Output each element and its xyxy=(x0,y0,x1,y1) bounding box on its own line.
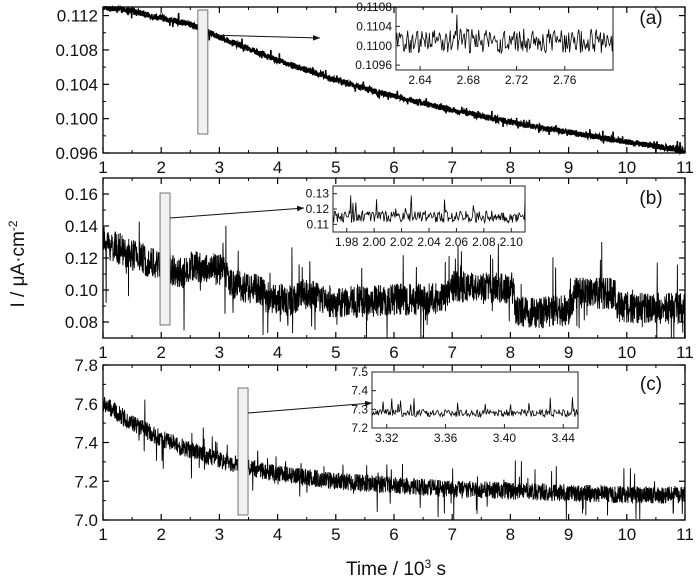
y-tick-label: 0.12 xyxy=(65,249,98,268)
inset-x-tick-label: 3.40 xyxy=(493,431,517,445)
inset-x-tick-label: 2.64 xyxy=(408,73,432,87)
panel-2: 1.98 2.00 2.02 2.04 2.06 2.08 2.100.110.120.13… xyxy=(65,177,694,362)
x-tick-label: 10 xyxy=(617,158,636,177)
x-tick-label: 11 xyxy=(676,343,694,362)
inset-x-tick-label: 2.04 xyxy=(417,235,441,249)
x-tick-label: 3 xyxy=(215,343,224,362)
x-tick-label: 10 xyxy=(617,343,636,362)
inset-x-tick-label: 3.36 xyxy=(434,431,458,445)
x-tick-label: 2 xyxy=(156,525,165,544)
panel-label: (b) xyxy=(639,188,662,209)
inset-frame xyxy=(371,371,579,429)
y-tick-label: 7.8 xyxy=(74,356,98,375)
x-tick-label: 1 xyxy=(98,158,107,177)
signal-trace xyxy=(102,396,686,520)
x-tick-label: 1 xyxy=(98,343,107,362)
inset-trace xyxy=(395,14,614,55)
x-tick-label: 11 xyxy=(676,158,694,177)
x-tick-label: 6 xyxy=(389,158,398,177)
inset-arrow xyxy=(169,205,305,219)
inset-arrow xyxy=(247,400,373,414)
y-tick-label: 7.4 xyxy=(74,434,98,453)
inset-y-tick-label: 7.3 xyxy=(351,402,368,416)
x-tick-label: 7 xyxy=(447,158,456,177)
panel-label: (a) xyxy=(639,8,662,29)
inset-x-tick-label: 2.00 xyxy=(362,235,386,249)
x-tick-label: 4 xyxy=(273,158,282,177)
inset-frame xyxy=(332,185,526,233)
inset-x-tick-label: 3.44 xyxy=(552,431,576,445)
inset-trace xyxy=(332,195,526,224)
x-tick-label: 8 xyxy=(506,158,515,177)
inset: 3.32 3.36 3.40 3.44 7.2 7.3 7.4 7.5 xyxy=(351,365,579,445)
inset-y-tick-label: 0.1096 xyxy=(355,58,392,72)
inset-x-tick-label: 2.76 xyxy=(553,73,577,87)
y-tick-label: 0.14 xyxy=(65,217,98,236)
x-tick-label: 10 xyxy=(617,525,636,544)
y-tick-label: 0.104 xyxy=(55,75,98,94)
inset-y-tick-label: 0.1100 xyxy=(356,39,392,53)
panel-1: 2.64 2.68 2.72 2.760.10960.11000.11040.1108… xyxy=(55,0,693,177)
inset-x-tick-label: 1.98 xyxy=(335,235,359,249)
inset-y-tick-label: 7.2 xyxy=(351,421,368,435)
y-tick-label: 0.16 xyxy=(65,185,98,204)
inset-y-tick-label: 7.4 xyxy=(351,384,368,398)
x-tick-label: 9 xyxy=(564,158,573,177)
inset-x-tick-label: 2.06 xyxy=(445,235,469,249)
x-tick-label: 4 xyxy=(273,525,282,544)
y-tick-label: 0.108 xyxy=(55,41,98,60)
panels: 2.64 2.68 2.72 2.760.10960.11000.11040.1108… xyxy=(55,0,693,544)
y-tick-label: 0.100 xyxy=(55,110,98,129)
y-tick-label: 7.6 xyxy=(74,395,98,414)
inset-x-tick-label: 2.10 xyxy=(500,235,524,249)
x-tick-label: 5 xyxy=(331,525,340,544)
x-tick-label: 6 xyxy=(389,343,398,362)
inset-y-tick-label: 0.11 xyxy=(307,217,330,231)
inset-x-tick-label: 2.72 xyxy=(505,73,529,87)
inset-y-tick-label: 0.1104 xyxy=(356,19,392,33)
y-tick-label: 0.10 xyxy=(65,281,98,300)
x-tick-label: 11 xyxy=(676,525,694,544)
x-tick-label: 7 xyxy=(447,343,456,362)
x-tick-label: 2 xyxy=(156,158,165,177)
x-axis-title: Time / 103 s xyxy=(346,557,446,580)
x-tick-label: 9 xyxy=(564,343,573,362)
inset-y-tick-label: 0.13 xyxy=(306,187,330,201)
x-tick-label: 8 xyxy=(506,525,515,544)
highlight-window xyxy=(237,387,249,516)
x-tick-label: 2 xyxy=(156,343,165,362)
x-tick-label: 8 xyxy=(506,343,515,362)
inset-y-tick-label: 7.5 xyxy=(351,365,368,379)
y-tick-label: 0.112 xyxy=(57,7,98,26)
inset-x-tick-label: 2.08 xyxy=(472,235,496,249)
x-tick-label: 3 xyxy=(215,158,224,177)
x-tick-label: 3 xyxy=(215,525,224,544)
y-tick-label: 0.096 xyxy=(55,144,98,163)
y-tick-label: 0.08 xyxy=(65,313,98,332)
y-axis-title: I / μA·cm-2 xyxy=(6,220,29,307)
inset-x-tick-label: 2.02 xyxy=(390,235,414,249)
inset-x-tick-label: 2.68 xyxy=(457,73,481,87)
x-tick-label: 5 xyxy=(331,343,340,362)
x-tick-label: 6 xyxy=(389,525,398,544)
highlight-window xyxy=(159,192,171,326)
x-tick-label: 1 xyxy=(98,525,107,544)
panel-label: (c) xyxy=(640,374,662,395)
inset-x-tick-label: 3.32 xyxy=(375,431,399,445)
y-tick-label: 7.2 xyxy=(74,472,98,491)
x-tick-label: 7 xyxy=(447,525,456,544)
x-tick-label: 4 xyxy=(273,343,282,362)
signal-trace xyxy=(102,221,686,339)
y-tick-label: 7.0 xyxy=(74,511,98,530)
inset-y-tick-label: 0.12 xyxy=(306,202,330,216)
highlight-window xyxy=(197,9,209,135)
inset: 1.98 2.00 2.02 2.04 2.06 2.08 2.10 0.110.120.13 xyxy=(306,185,526,249)
x-tick-label: 5 xyxy=(331,158,340,177)
inset-trace xyxy=(371,397,579,419)
x-tick-label: 9 xyxy=(564,525,573,544)
panel-3: 3.32 3.36 3.40 3.44 7.2 7.3 7.4 7.5 1 2 3 4 5 6 7 8 9 10 1… xyxy=(74,356,693,544)
inset-arrow xyxy=(207,34,321,41)
